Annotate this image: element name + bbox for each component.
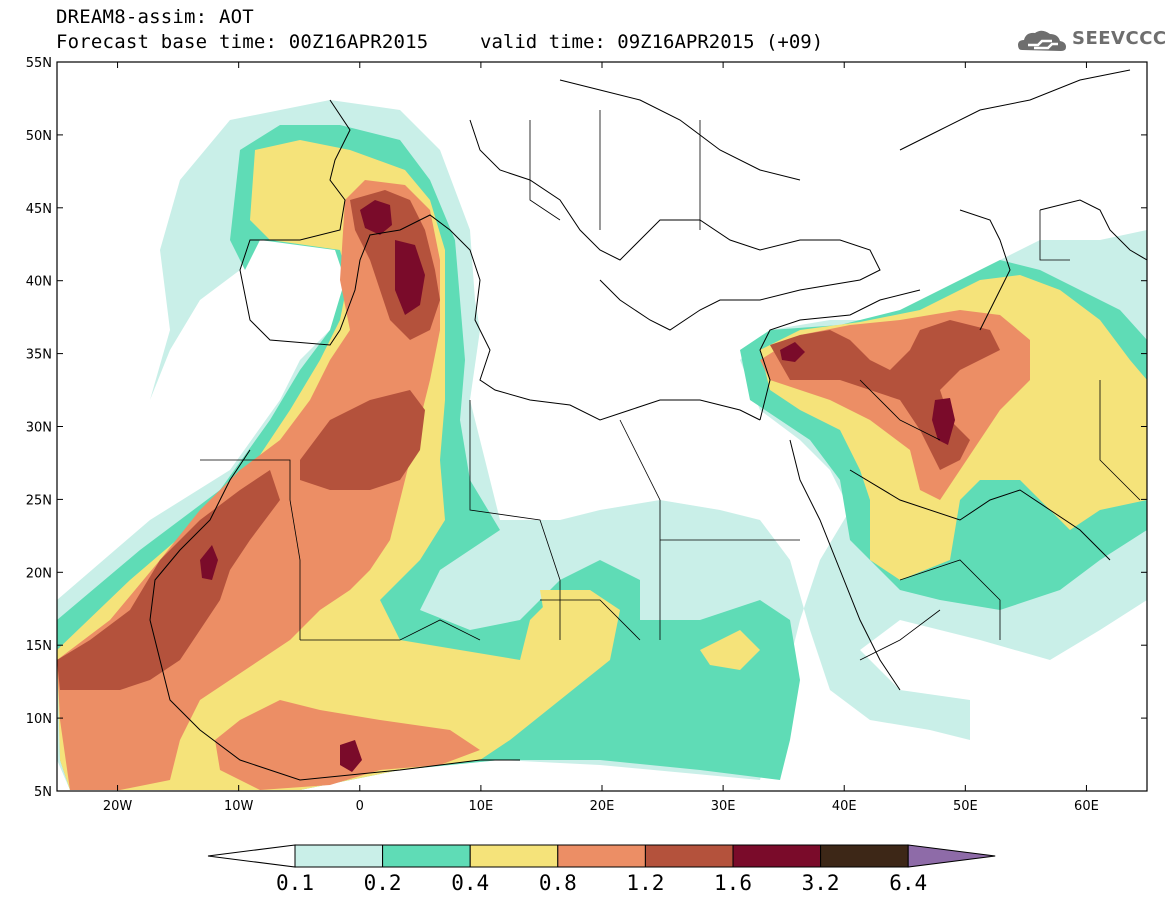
cloud-icon (1018, 30, 1066, 51)
valid-time: valid time: 09Z16APR2015 (+09) (480, 31, 824, 53)
lat-tick-label: 50N (26, 129, 52, 144)
lat-tick-label: 25N (26, 493, 52, 508)
borders (200, 110, 1141, 661)
lon-tick-label: 40E (832, 799, 857, 814)
lat-tick-label: 15N (26, 639, 52, 654)
colorbar-label: 6.4 (889, 871, 927, 895)
colorbar-label: 0.2 (364, 871, 402, 895)
colorbar-label: 0.8 (539, 871, 577, 895)
map-title: DREAM8-assim: AOT (56, 6, 254, 28)
lon-tick-label: 0 (356, 799, 364, 814)
colorbar-label: 0.4 (451, 871, 489, 895)
logo-text: SEEVCCC (1072, 28, 1165, 49)
colorbar-segment (469, 844, 559, 868)
lat-tick-label: 40N (26, 275, 52, 290)
lat-tick-label: 35N (26, 348, 52, 363)
colorbar-label: 1.6 (714, 871, 752, 895)
coastlines (149, 69, 1147, 781)
aot-field (57, 62, 1147, 791)
lat-tick-label: 5N (34, 785, 52, 800)
lon-tick-label: 10W (224, 799, 254, 814)
lat-tick-label: 55N (26, 56, 52, 71)
colorbar-segment (382, 844, 471, 868)
lat-tick-label: 30N (26, 421, 52, 436)
colorbar-high-arrow (907, 844, 996, 868)
latitude-axis: 55N 50N 45N 40N 35N 30N 25N 20N 15N 10N 5N (26, 56, 1147, 800)
colorbar-segment (294, 844, 384, 868)
lon-tick-label: 20W (103, 799, 133, 814)
lat-tick-label: 10N (26, 712, 52, 727)
lon-tick-label: 60E (1074, 799, 1099, 814)
lon-tick-label: 20E (590, 799, 615, 814)
colorbar-label: 0.1 (276, 871, 314, 895)
colorbar-label: 1.2 (626, 871, 664, 895)
lon-tick-label: 10E (469, 799, 494, 814)
colorbar-segment (732, 844, 822, 868)
colorbar-low-arrow (207, 844, 296, 868)
lat-tick-label: 20N (26, 566, 52, 581)
lon-tick-label: 50E (953, 799, 978, 814)
longitude-axis: 20W 10W 0 10E 20E 30E 40E 50E 60E (103, 62, 1099, 814)
colorbar-segment (644, 844, 734, 868)
lat-tick-label: 45N (26, 202, 52, 217)
colorbar-label: 3.2 (802, 871, 840, 895)
colorbar-segment (820, 844, 909, 868)
aot-level-1-6 (200, 200, 955, 772)
colorbar-segment (557, 844, 646, 868)
forecast-base-time: Forecast base time: 00Z16APR2015 (56, 31, 429, 53)
lon-tick-label: 30E (711, 799, 736, 814)
